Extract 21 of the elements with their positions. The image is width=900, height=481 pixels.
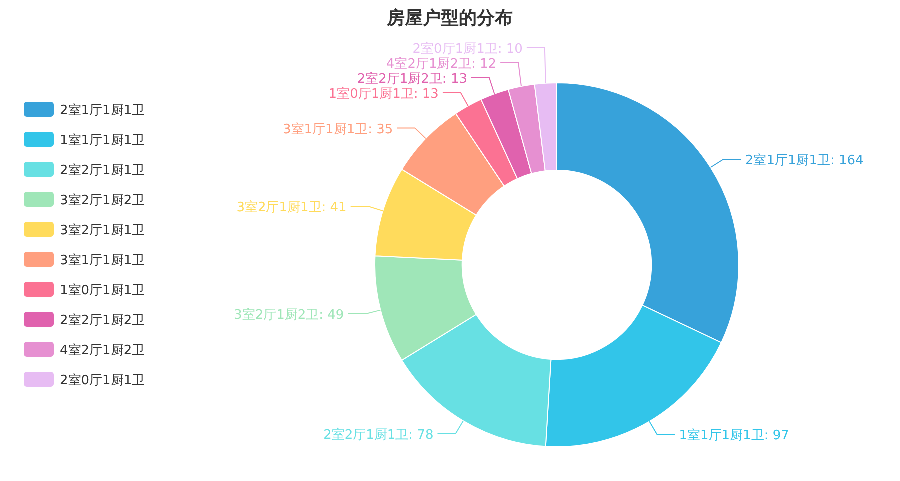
legend-label: 2室1厅1厨1卫 <box>60 102 146 118</box>
legend-label: 4室2厅1厨2卫 <box>60 342 146 358</box>
data-label: 4室2厅1厨2卫: 12 <box>386 56 497 72</box>
data-label: 3室2厅1厨2卫: 49 <box>234 307 344 324</box>
data-label: 1室0厅1厨1卫: 13 <box>328 86 439 102</box>
chart-title: 房屋户型的分布 <box>386 8 513 29</box>
legend-label: 1室0厅1厨1卫 <box>60 282 146 298</box>
data-label: 2室2厅1厨2卫: 13 <box>357 71 468 87</box>
legend-label: 3室2厅1厨1卫 <box>60 222 146 238</box>
legend-label: 2室2厅1厨2卫 <box>60 312 146 328</box>
data-label: 3室1厅1厨1卫: 35 <box>283 121 394 138</box>
data-label: 3室2厅1厨1卫: 41 <box>236 200 347 216</box>
data-label: 2室2厅1厨1卫: 78 <box>324 426 434 443</box>
legend-label: 3室2厅1厨2卫 <box>60 192 146 208</box>
legend-label: 3室1厅1厨1卫 <box>60 252 146 268</box>
legend-label: 1室1厅1厨1卫 <box>60 132 146 148</box>
data-label: 2室0厅1厨1卫: 10 <box>412 41 523 57</box>
data-label: 1室1厅1厨1卫: 97 <box>679 428 790 444</box>
data-label: 2室1厅1厨1卫: 164 <box>745 152 864 169</box>
legend-label: 2室2厅1厨1卫 <box>60 162 146 178</box>
legend-label: 2室0厅1厨1卫 <box>60 372 146 388</box>
